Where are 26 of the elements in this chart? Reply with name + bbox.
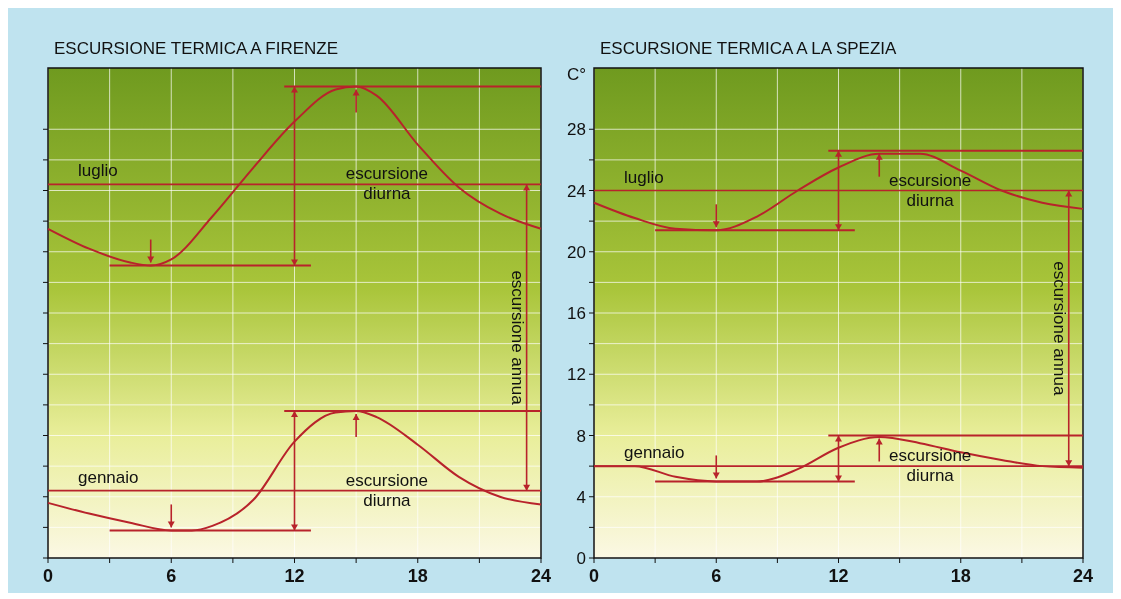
- y-tick-label: 24: [567, 181, 586, 201]
- y-tick-label: 8: [576, 426, 586, 446]
- y-tick-label: 4: [576, 487, 586, 507]
- x-tick-label: 0: [42, 566, 54, 586]
- annotation: escursione annua: [508, 270, 528, 406]
- chart-title: ESCURSIONE TERMICA A FIRENZE: [54, 39, 339, 58]
- y-tick-label: 16: [567, 304, 586, 323]
- y-axis-title: C°: [566, 65, 586, 84]
- ref-line-label: gennaio: [624, 443, 685, 463]
- chart-title: ESCURSIONE TERMICA A LA SPEZIA: [600, 39, 897, 58]
- x-tick-label: 6: [166, 566, 177, 586]
- y-tick-label: 28: [567, 120, 586, 140]
- x-tick-label: 12: [284, 566, 305, 586]
- y-tick-label: 20: [567, 242, 586, 262]
- x-tick-label: 6: [711, 566, 722, 586]
- x-tick-label: 24: [530, 566, 552, 586]
- x-tick-label: 18: [950, 566, 971, 586]
- annotation: escursione annua: [1050, 261, 1070, 396]
- x-tick-label: 18: [407, 566, 428, 586]
- annotation: escursione diurna: [345, 470, 429, 510]
- ref-line-label: gennaio: [78, 467, 139, 487]
- y-tick-label: 12: [567, 365, 586, 385]
- x-tick-label: 24: [1072, 566, 1094, 586]
- y-tick-label: 0: [576, 549, 586, 568]
- x-tick-label: 12: [828, 566, 849, 586]
- annotation: escursione diurna: [889, 446, 972, 486]
